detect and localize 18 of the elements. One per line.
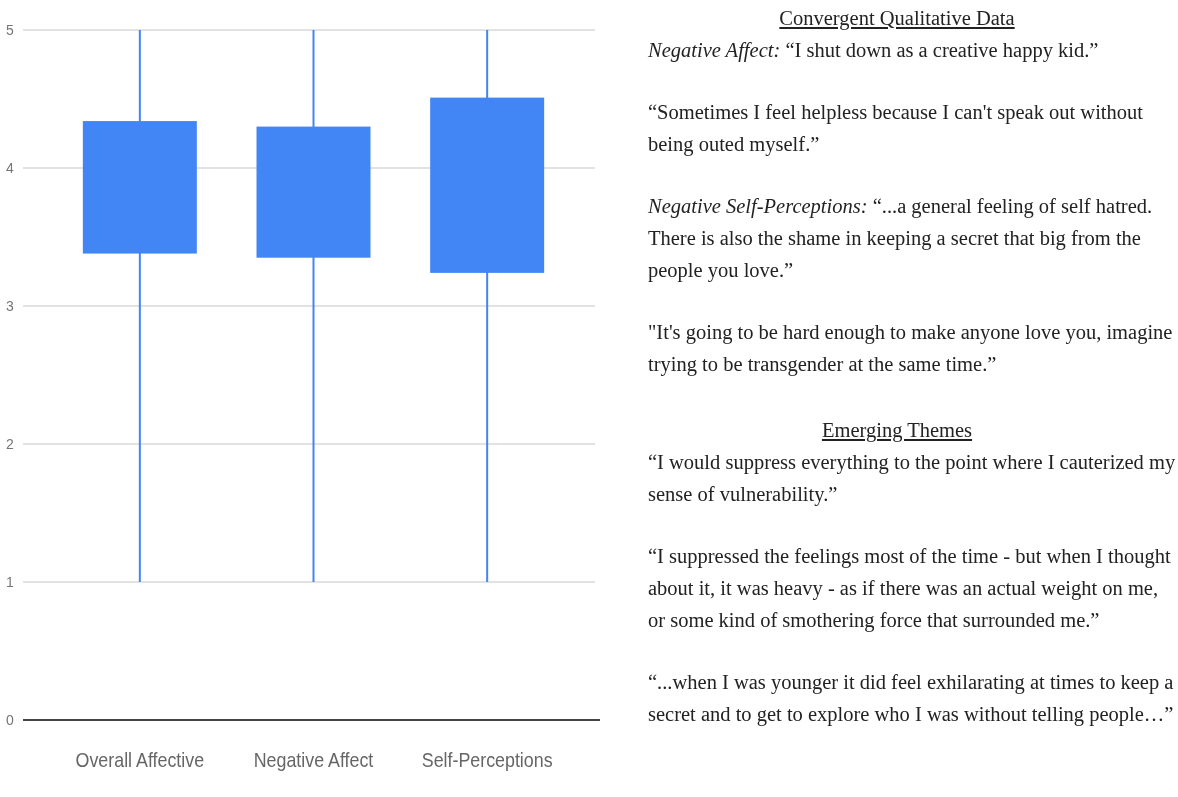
text: “I would suppress everything to the point where I cauterized my sense of vulnerability.” xyxy=(648,450,1176,508)
text: Emerging Themes xyxy=(820,418,974,444)
y-tick-label: 1 xyxy=(6,574,15,590)
y-tick-label: 2 xyxy=(6,436,15,452)
x-tick-label: Negative Affect xyxy=(253,747,374,772)
text: “Sometimes I feel helpless because I can't speak out without being outed myself.” xyxy=(648,100,1144,158)
text: “I suppressed the feelings most of the time - but when I thought about it, it was heavy - as if there was an actual weight on me, or some kind of smothering force that surrounded me.” xyxy=(648,544,1172,634)
x-tick-label: Overall Affective xyxy=(75,747,205,772)
y-tick-label: 0 xyxy=(6,712,15,728)
y-tick-label: 3 xyxy=(6,298,15,314)
x-tick-label: Self-Perceptions xyxy=(421,747,553,772)
y-tick-label: 5 xyxy=(6,22,15,38)
text: Convergent Qualitative Data xyxy=(778,6,1016,32)
y-tick-label: 4 xyxy=(6,160,15,176)
text: “...when I was younger it did feel exhilarating at times to keep a secret and to get to explore who I was without telling people…” xyxy=(648,670,1175,728)
text: Negative Self-Perceptions: “...a general feeling of self hatred. There is also the shame in keeping a secret that big from the people you love.” xyxy=(648,194,1154,284)
text: Negative Affect: “I shut down as a creative happy kid.” xyxy=(648,38,1100,64)
text: "It's going to be hard enough to make anyone love you, imagine trying to be transgender at the same time.” xyxy=(648,320,1174,378)
